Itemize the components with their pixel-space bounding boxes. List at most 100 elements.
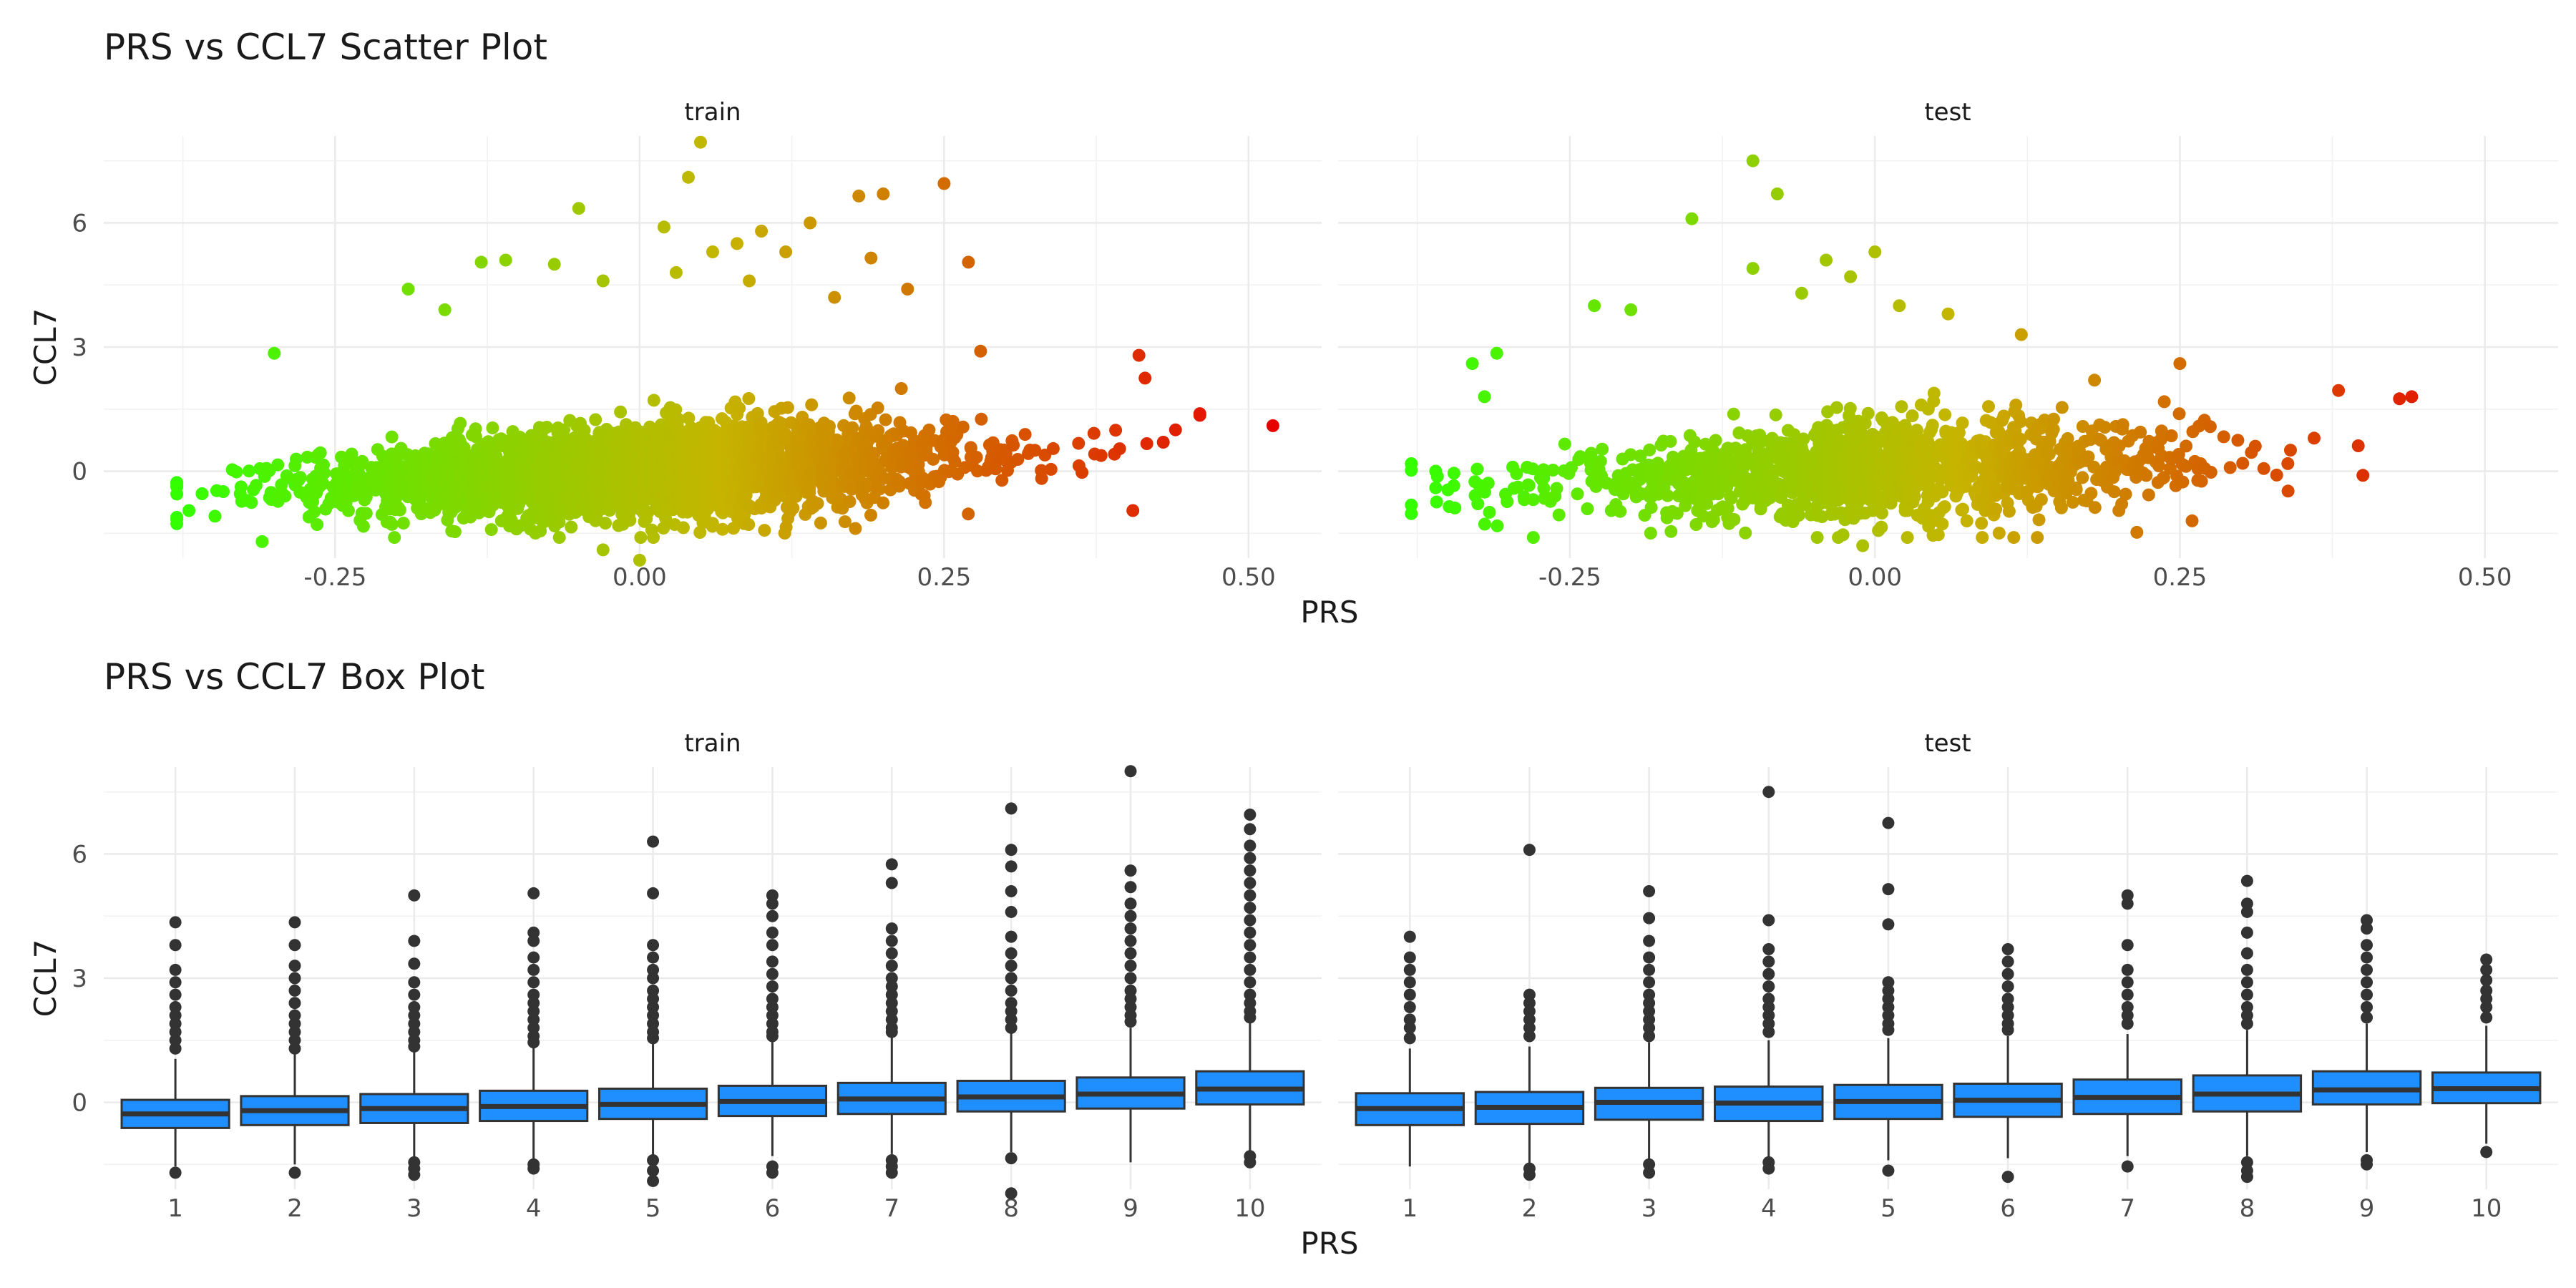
scatter-point (937, 177, 951, 190)
scatter-point (1938, 408, 1952, 421)
scatter-point (919, 496, 932, 509)
box-outlier (288, 916, 301, 929)
box-outlier (1762, 980, 1775, 993)
scatter-point (293, 471, 307, 484)
scatter-point (1266, 419, 1279, 432)
scatter-x-axis-title: PRS (1300, 595, 1358, 630)
scatter-point (1770, 187, 1784, 200)
scatter-point (843, 495, 857, 508)
scatter-point (170, 511, 184, 524)
scatter-point (2176, 475, 2190, 489)
scatter-point (1643, 443, 1657, 457)
box-outlier (2240, 926, 2253, 939)
scatter-point (316, 477, 330, 490)
scatter-point (1072, 436, 1085, 450)
x-tick-label: 7 (2119, 1194, 2135, 1223)
scatter-point (623, 514, 637, 527)
scatter-point (838, 515, 852, 529)
scatter-point (1075, 466, 1089, 479)
box-outlier (1244, 926, 1257, 939)
x-tick-label: 0.25 (2153, 563, 2207, 592)
scatter-point (2405, 390, 2419, 404)
scatter-point (1634, 449, 1647, 463)
scatter-point (1844, 270, 1858, 283)
scatter-point (2084, 487, 2098, 500)
scatter-point (1537, 472, 1551, 485)
box-outlier (1523, 844, 1536, 857)
box-outlier (1124, 881, 1137, 894)
box-outlier (2001, 967, 2014, 980)
scatter-point (2107, 485, 2121, 499)
y-tick-label: 6 (72, 209, 87, 238)
scatter-point (1044, 462, 1058, 476)
scatter-point (1574, 450, 1587, 464)
scatter-point (1510, 467, 1523, 480)
scatter-point (1490, 346, 1503, 360)
scatter-point (2223, 461, 2237, 474)
scatter-point (1581, 502, 1594, 515)
x-tick-label: 10 (1234, 1194, 1265, 1223)
scatter-point (2281, 484, 2295, 498)
box-outlier (766, 1166, 779, 1179)
scatter-point (1430, 495, 1443, 509)
scatter-point (341, 504, 355, 517)
box-outlier (1244, 951, 1257, 964)
box-outlier (1762, 1025, 1775, 1038)
scatter-point (1046, 441, 1060, 455)
scatter-point (975, 412, 988, 426)
x-tick-label: 2 (287, 1194, 303, 1223)
box-outlier (647, 1032, 660, 1045)
scatter-point (1875, 520, 1888, 534)
box-outlier (2001, 955, 2014, 968)
scatter-point (2140, 469, 2153, 482)
box-outlier (408, 1040, 421, 1053)
x-tick-label: 8 (2240, 1194, 2255, 1223)
scatter-point (385, 517, 399, 531)
scatter-point (877, 496, 890, 509)
scatter-point (743, 274, 756, 288)
box-outlier (2480, 963, 2493, 976)
scatter-point (1614, 504, 1627, 518)
scatter-point (731, 237, 743, 250)
scatter-point (948, 455, 962, 469)
scatter-point (2248, 439, 2262, 453)
scatter-point (1584, 447, 1598, 460)
box-outlier (527, 887, 540, 899)
box-outlier (2001, 943, 2014, 956)
box-outlier (1244, 823, 1257, 836)
box-outlier (1403, 1000, 1416, 1013)
x-tick-label: 3 (1641, 1194, 1657, 1223)
box-outlier (1005, 960, 1018, 972)
scatter-point (2332, 384, 2346, 397)
scatter-point (614, 405, 628, 419)
scatter-point (1644, 527, 1657, 540)
scatter-panel-train: -0.25 0.00 0.25 0.50 0 3 6 (72, 135, 1322, 592)
box-outlier (1244, 914, 1257, 927)
scatter-point (892, 475, 906, 488)
scatter-point (1901, 531, 1914, 545)
scatter-point (864, 251, 878, 265)
box-outlier (766, 1030, 779, 1043)
scatter-point (1483, 505, 1496, 519)
box-outlier (1403, 1021, 1416, 1034)
scatter-point (1596, 442, 1609, 456)
scatter-point (1709, 434, 1722, 447)
scatter-point (1975, 517, 1989, 530)
scatter-point (1661, 489, 1674, 502)
box-outlier (169, 963, 182, 976)
scatter-point (565, 520, 578, 534)
scatter-point (1018, 428, 1032, 441)
box-outlier (2361, 963, 2373, 976)
box-outlier (1244, 809, 1257, 821)
scatter-point (1820, 253, 1833, 267)
box-outlier (1244, 1156, 1257, 1169)
scatter-point (245, 496, 258, 509)
scatter-point (318, 467, 331, 479)
scatter-point (1546, 464, 1560, 477)
scatter-point (974, 344, 987, 358)
scatter-point (1797, 432, 1810, 446)
scatter-point (2059, 486, 2073, 499)
scatter-point (2393, 392, 2406, 406)
box-outlier (2361, 976, 2373, 989)
box-outlier (885, 935, 898, 947)
